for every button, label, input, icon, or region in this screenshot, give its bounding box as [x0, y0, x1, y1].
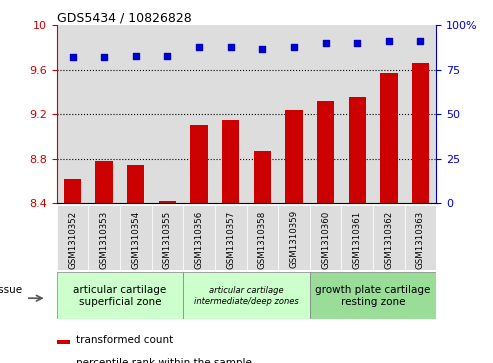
- Bar: [64, 179, 81, 363]
- Bar: [183, 272, 310, 319]
- Bar: [246, 205, 278, 270]
- Text: GSM1310354: GSM1310354: [131, 210, 141, 269]
- Point: [100, 54, 108, 60]
- Bar: [215, 25, 246, 203]
- Bar: [349, 97, 366, 363]
- Bar: [183, 205, 215, 270]
- Bar: [310, 272, 436, 319]
- Text: GDS5434 / 10826828: GDS5434 / 10826828: [57, 11, 191, 24]
- Point: [321, 40, 329, 46]
- Bar: [159, 201, 176, 363]
- Text: GSM1310352: GSM1310352: [68, 210, 77, 269]
- Bar: [152, 205, 183, 270]
- Text: GSM1310359: GSM1310359: [289, 210, 298, 269]
- Bar: [88, 205, 120, 270]
- Text: tissue: tissue: [0, 285, 23, 295]
- Text: growth plate cartilage
resting zone: growth plate cartilage resting zone: [316, 285, 431, 307]
- Bar: [253, 151, 271, 363]
- Text: articular cartilage
intermediate/deep zones: articular cartilage intermediate/deep zo…: [194, 286, 299, 306]
- Bar: [57, 340, 70, 344]
- Bar: [380, 73, 397, 363]
- Bar: [373, 205, 405, 270]
- Bar: [183, 25, 215, 203]
- Bar: [310, 25, 341, 203]
- Bar: [317, 101, 334, 363]
- Bar: [278, 205, 310, 270]
- Bar: [222, 120, 240, 363]
- Bar: [285, 110, 303, 363]
- Bar: [278, 25, 310, 203]
- Text: GSM1310358: GSM1310358: [258, 210, 267, 269]
- Bar: [412, 63, 429, 363]
- Text: percentile rank within the sample: percentile rank within the sample: [76, 358, 252, 363]
- Bar: [57, 25, 88, 203]
- Bar: [57, 205, 88, 270]
- Point: [227, 44, 235, 50]
- Text: transformed count: transformed count: [76, 335, 174, 344]
- Bar: [120, 25, 152, 203]
- Bar: [127, 166, 144, 363]
- Text: GSM1310360: GSM1310360: [321, 210, 330, 269]
- Bar: [215, 205, 246, 270]
- Bar: [405, 25, 436, 203]
- Bar: [152, 25, 183, 203]
- Bar: [405, 205, 436, 270]
- Point: [132, 53, 140, 58]
- Text: articular cartilage
superficial zone: articular cartilage superficial zone: [73, 285, 167, 307]
- Point: [258, 46, 266, 52]
- Point: [164, 53, 172, 58]
- Point: [417, 38, 424, 44]
- Point: [353, 40, 361, 46]
- Bar: [341, 205, 373, 270]
- Bar: [120, 205, 152, 270]
- Bar: [246, 25, 278, 203]
- Bar: [190, 126, 208, 363]
- Bar: [57, 272, 183, 319]
- Text: GSM1310361: GSM1310361: [352, 210, 362, 269]
- Bar: [373, 25, 405, 203]
- Text: GSM1310362: GSM1310362: [385, 210, 393, 269]
- Point: [69, 54, 76, 60]
- Text: GSM1310363: GSM1310363: [416, 210, 425, 269]
- Bar: [341, 25, 373, 203]
- Text: GSM1310353: GSM1310353: [100, 210, 108, 269]
- Text: GSM1310355: GSM1310355: [163, 210, 172, 269]
- Point: [195, 44, 203, 50]
- Point: [385, 38, 393, 44]
- Bar: [96, 161, 113, 363]
- Text: GSM1310357: GSM1310357: [226, 210, 235, 269]
- Point: [290, 44, 298, 50]
- Bar: [310, 205, 341, 270]
- Bar: [88, 25, 120, 203]
- Text: GSM1310356: GSM1310356: [195, 210, 204, 269]
